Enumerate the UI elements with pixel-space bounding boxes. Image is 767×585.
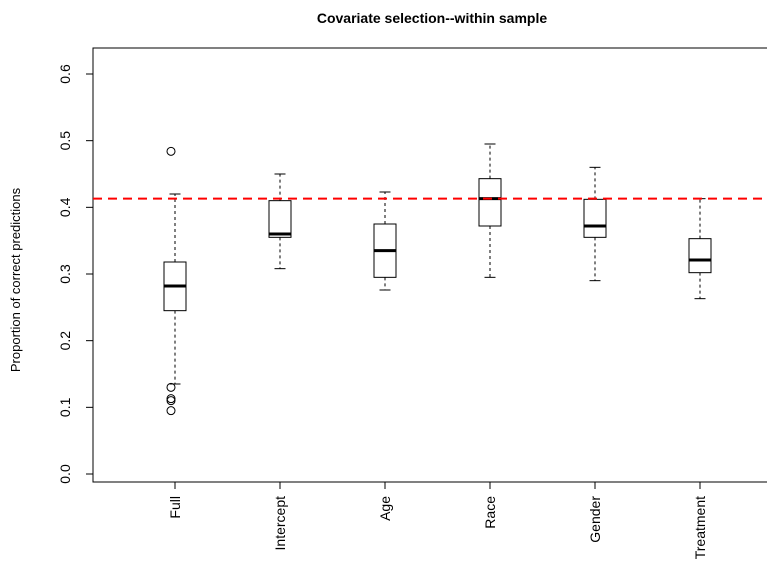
x-axis: Full Intercept Age Race Gender Treatment <box>167 482 708 559</box>
box-iqr <box>688 238 712 274</box>
x-tick-label: Gender <box>587 496 603 543</box>
box-iqr <box>268 200 292 238</box>
boxes-layer <box>163 143 712 416</box>
x-tick-label: Intercept <box>272 496 288 551</box>
y-tick-label: 0.5 <box>57 131 73 151</box>
box-iqr <box>583 198 607 238</box>
outlier-point <box>166 396 176 406</box>
outlier-point <box>166 382 176 392</box>
y-axis: 0.0 0.1 0.2 0.3 0.4 0.5 0.6 <box>57 64 94 484</box>
x-tick-label: Age <box>377 496 393 521</box>
chart-title: Covariate selection--within sample <box>317 10 547 26</box>
box-iqr <box>478 178 502 227</box>
y-tick-label: 0.6 <box>57 64 73 84</box>
box-treatment <box>688 198 712 300</box>
y-tick-label: 0.0 <box>57 464 73 484</box>
y-tick-label: 0.2 <box>57 331 73 351</box>
outlier-point <box>166 146 176 156</box>
x-tick-label: Full <box>167 496 183 519</box>
y-tick-label: 0.1 <box>57 397 73 417</box>
box-race <box>478 143 502 278</box>
y-tick-label: 0.4 <box>57 197 73 217</box>
x-tick-label: Treatment <box>692 496 708 559</box>
x-tick-label: Race <box>482 496 498 529</box>
box-age <box>373 191 397 291</box>
plot-frame <box>92 47 767 483</box>
y-tick-label: 0.3 <box>57 264 73 284</box>
outlier-point <box>166 394 176 404</box>
box-full <box>163 146 187 416</box>
box-intercept <box>268 173 292 270</box>
y-axis-label: Proportion of correct predictions <box>8 187 23 372</box>
box-gender <box>583 166 607 282</box>
outlier-point <box>166 406 176 416</box>
